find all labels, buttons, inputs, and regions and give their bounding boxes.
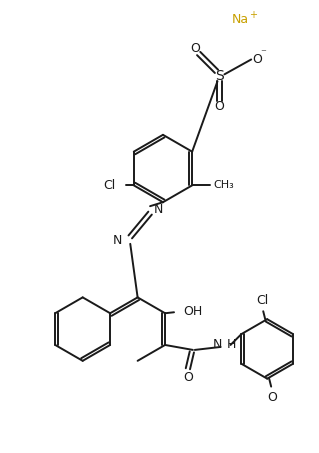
Text: O: O (267, 390, 277, 404)
Text: Cl: Cl (104, 179, 116, 192)
Text: Na: Na (231, 13, 249, 26)
Text: S: S (215, 69, 224, 83)
Text: Cl: Cl (256, 294, 268, 307)
Text: N: N (213, 338, 223, 352)
Text: OH: OH (183, 305, 202, 318)
Text: O: O (191, 42, 201, 55)
Text: CH₃: CH₃ (213, 180, 234, 190)
Text: O: O (252, 53, 262, 66)
Text: N: N (113, 234, 122, 247)
Text: O: O (183, 371, 193, 384)
Text: H: H (226, 338, 236, 352)
Text: O: O (215, 100, 224, 112)
Text: ⁻: ⁻ (260, 48, 266, 58)
Text: +: + (249, 10, 257, 20)
Text: N: N (154, 202, 163, 216)
